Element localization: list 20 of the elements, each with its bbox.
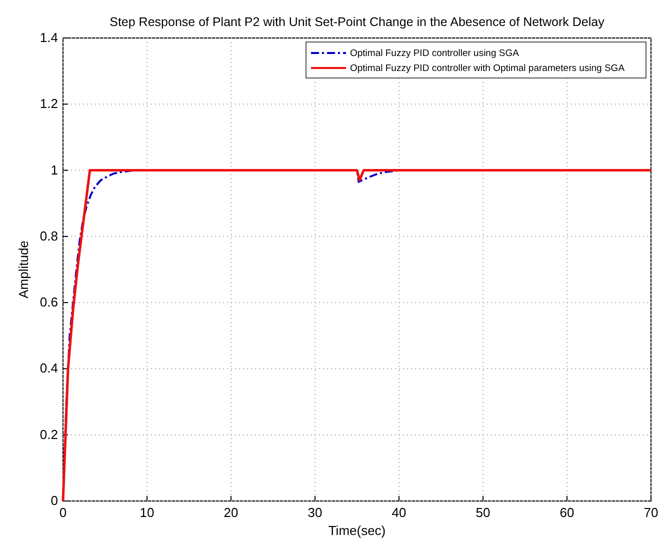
y-tick-label: 0 xyxy=(50,493,58,508)
legend-label: Optimal Fuzzy PID controller with Optimal parameters using SGA xyxy=(350,63,626,74)
y-axis-title: Amplitude xyxy=(16,240,31,298)
chart-title: Step Response of Plant P2 with Unit Set-Point Change in the Abesence of Network Delay xyxy=(110,15,606,29)
x-tick-label: 10 xyxy=(140,505,154,520)
x-tick-label: 30 xyxy=(308,505,322,520)
y-tick-label: 1 xyxy=(50,162,58,178)
y-tick-label: 0.4 xyxy=(40,360,58,376)
x-tick-label: 40 xyxy=(392,505,406,520)
y-tick-label: 0.6 xyxy=(40,294,58,310)
y-tick-label: 0.8 xyxy=(40,228,58,244)
x-tick-label: 20 xyxy=(224,505,238,520)
x-axis-title: Time(sec) xyxy=(328,523,386,538)
x-tick-label: 70 xyxy=(644,505,658,520)
legend-label: Optimal Fuzzy PID controller using SGA xyxy=(350,48,520,59)
y-tick-label: 1.2 xyxy=(40,96,58,112)
x-tick-label: 50 xyxy=(476,505,490,520)
y-tick-label: 1.4 xyxy=(40,30,58,45)
y-tick-label: 0.2 xyxy=(40,426,58,442)
x-tick-label: 60 xyxy=(560,505,574,520)
